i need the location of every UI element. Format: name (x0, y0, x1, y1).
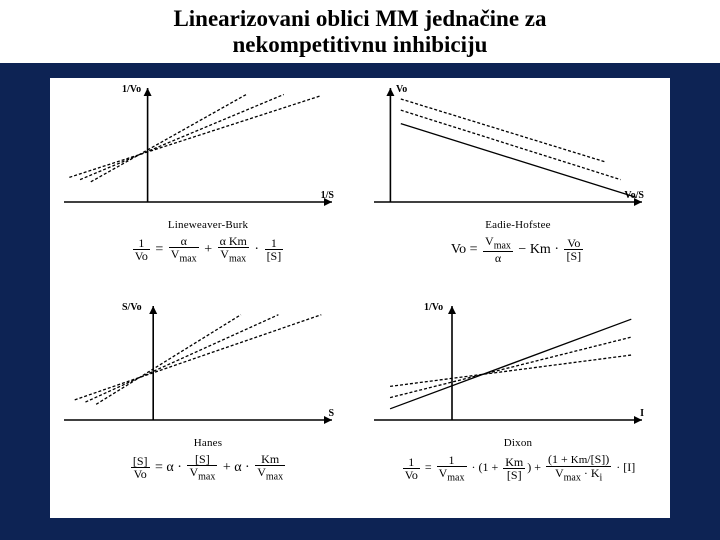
plot-name: Eadie-Hofstee (368, 219, 668, 231)
panel-hanes: S/Vo S Hanes [S]Vo = α · [S]Vmax + α · K… (58, 300, 358, 512)
panel-lineweaver-burk: 1/Vo 1/S Lineweaver-Burk 1Vo = αVmax + α… (58, 82, 358, 294)
chart-svg (58, 300, 338, 435)
chart-lineweaver-burk: 1/Vo 1/S (58, 82, 338, 217)
title-bar: Linearizovani oblici MM jednačine za nek… (0, 0, 720, 63)
content-area: 1/Vo 1/S Lineweaver-Burk 1Vo = αVmax + α… (50, 78, 670, 518)
title-line-1: Linearizovani oblici MM jednačine za (173, 6, 546, 31)
slide-title: Linearizovani oblici MM jednačine za nek… (0, 6, 720, 59)
plot-name: Hanes (58, 437, 358, 449)
chart-eadie-hofstee: Vo Vo/S (368, 82, 648, 217)
equation: 1Vo = αVmax + α KmVmax · 1[S] (58, 235, 358, 264)
panel-eadie-hofstee: Vo Vo/S Eadie-Hofstee Vo = Vmaxα − Km · … (368, 82, 668, 294)
equation: Vo = Vmaxα − Km · Vo[S] (368, 235, 668, 264)
title-line-2: nekompetitivnu inhibiciju (233, 32, 488, 57)
plot-name: Lineweaver-Burk (58, 219, 358, 231)
chart-hanes: S/Vo S (58, 300, 338, 435)
panel-dixon: 1/Vo I Dixon 1Vo = 1Vmax · (1 + Km[S]) +… (368, 300, 668, 512)
plot-name: Dixon (368, 437, 668, 449)
equation: [S]Vo = α · [S]Vmax + α · KmVmax (58, 453, 358, 482)
chart-dixon: 1/Vo I (368, 300, 648, 435)
chart-svg (368, 82, 648, 217)
chart-svg (368, 300, 648, 435)
equation: 1Vo = 1Vmax · (1 + Km[S]) + (1 + Km/[S])… (368, 453, 668, 483)
chart-svg (58, 82, 338, 217)
slide: Linearizovani oblici MM jednačine za nek… (0, 0, 720, 540)
